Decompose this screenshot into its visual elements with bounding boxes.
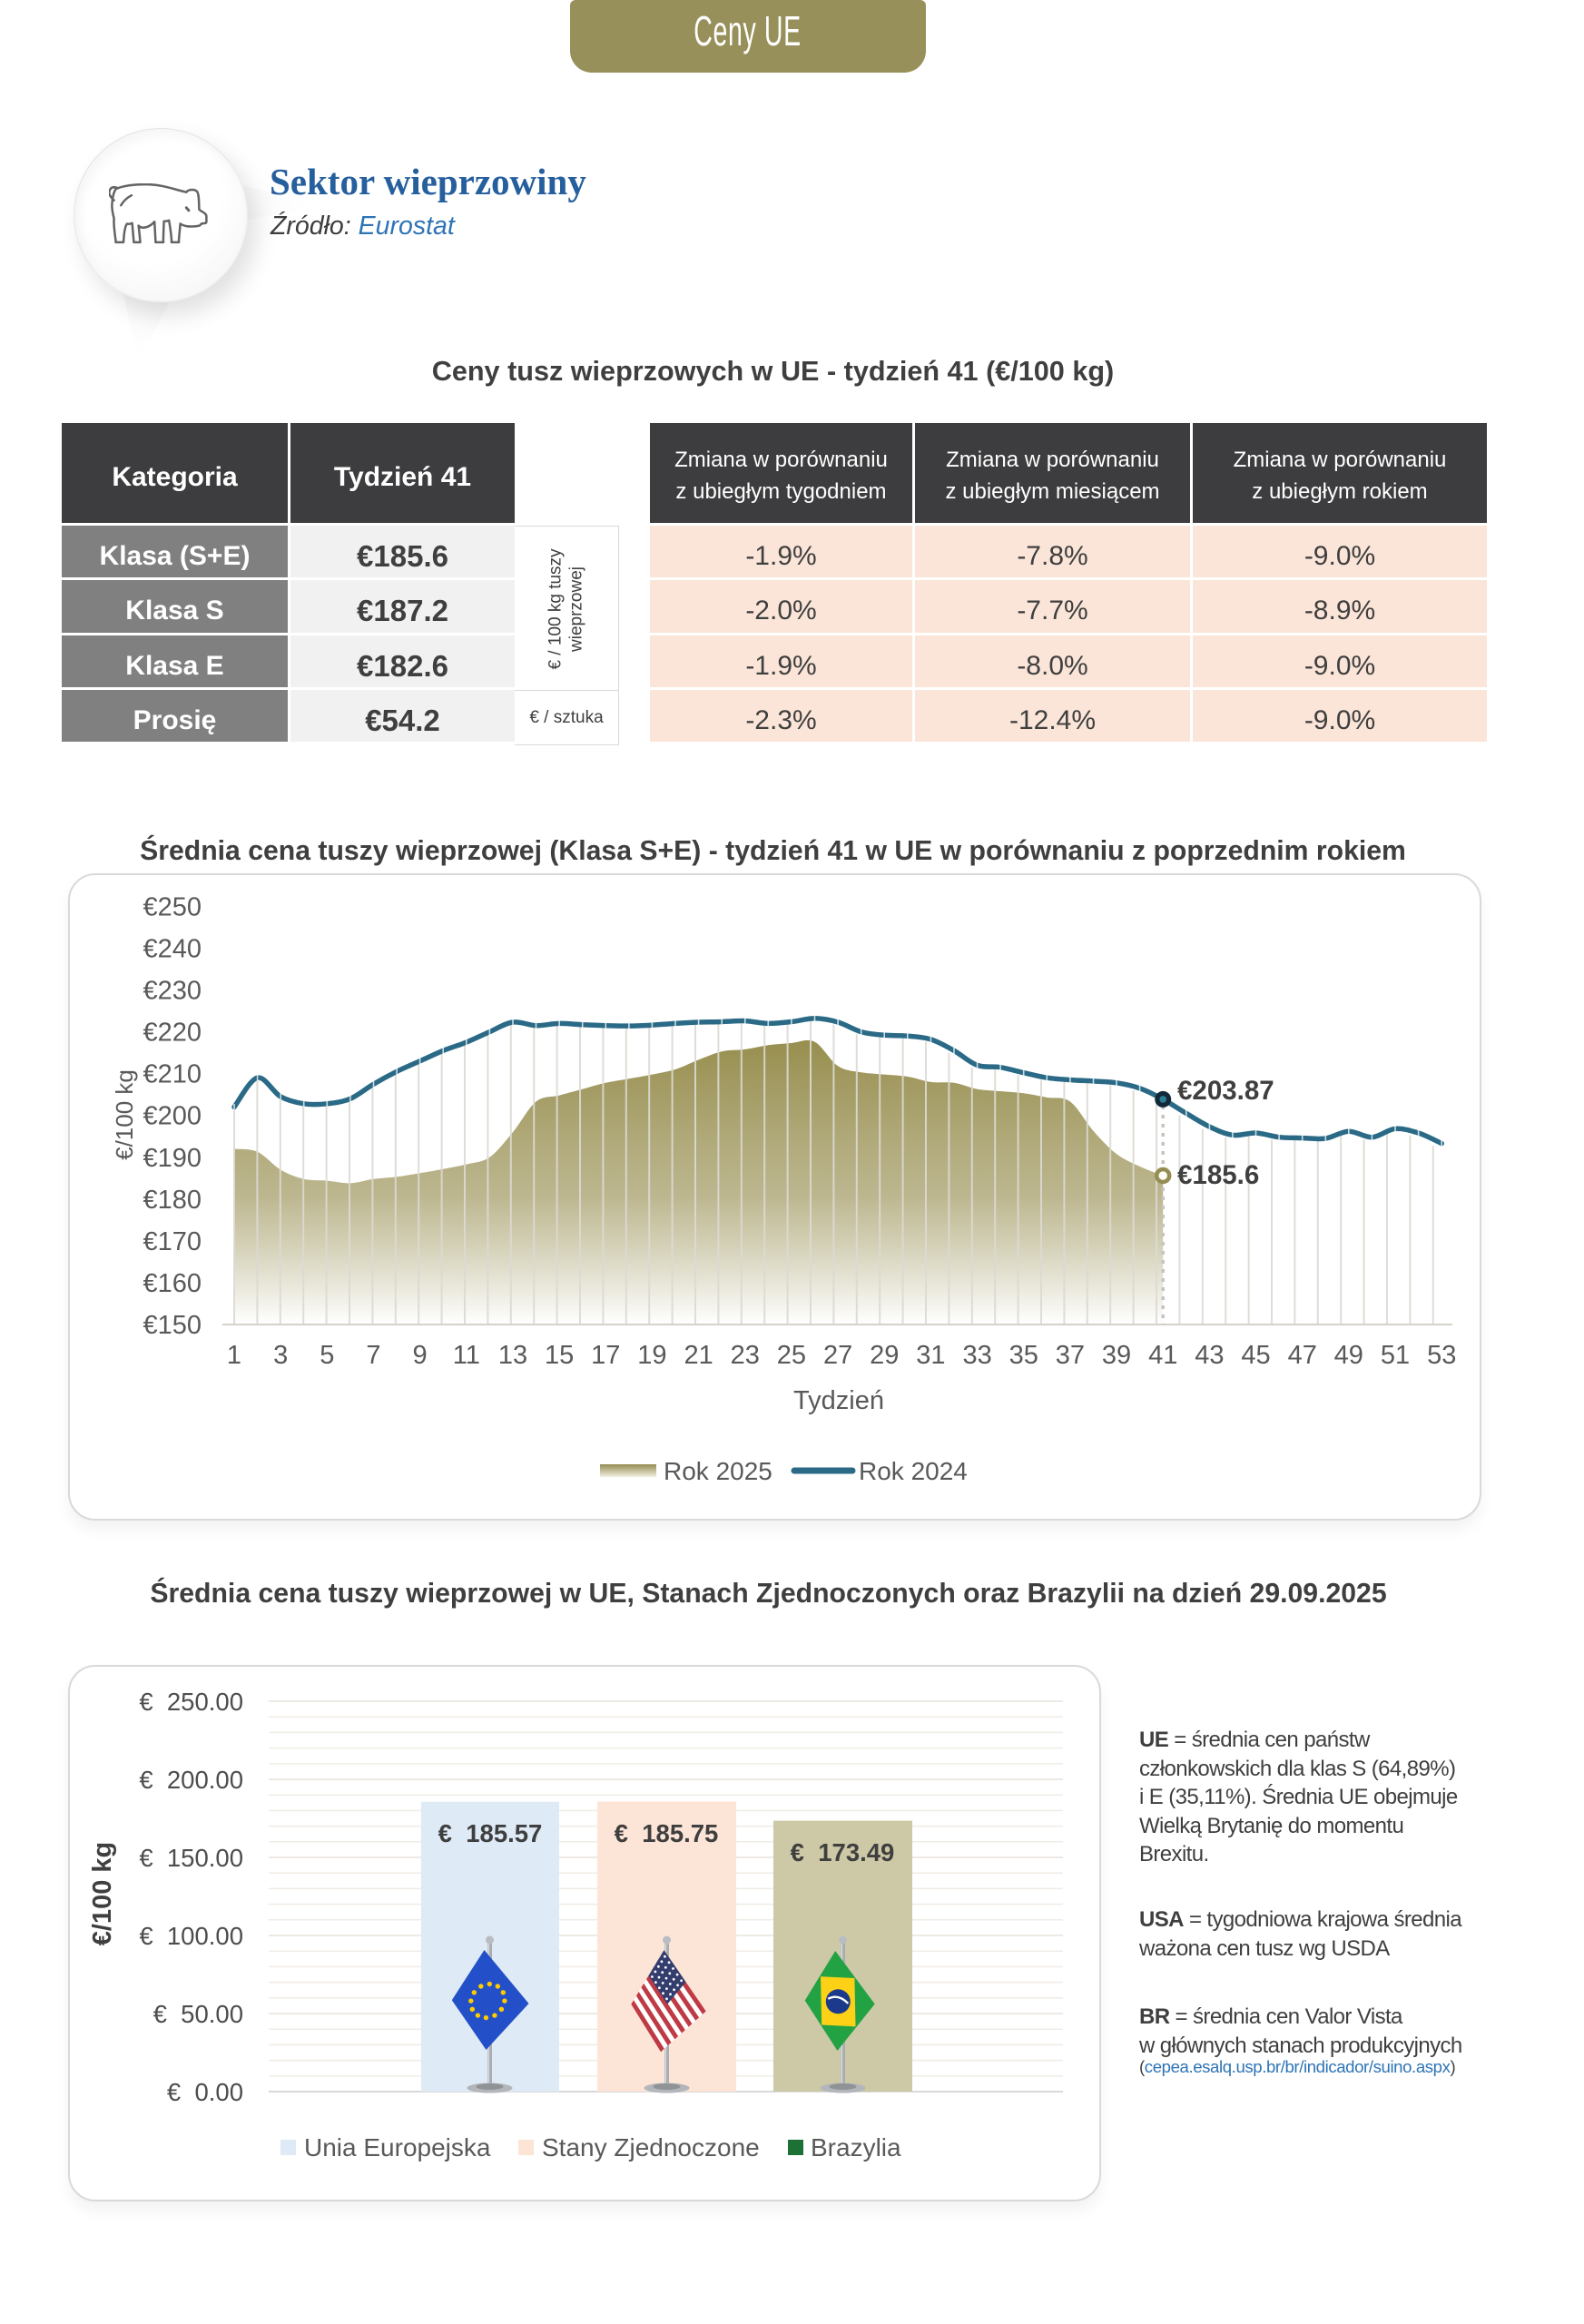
svg-text:29: 29	[870, 1341, 899, 1370]
svg-text:53: 53	[1427, 1341, 1456, 1370]
svg-text:43: 43	[1195, 1341, 1224, 1370]
svg-text:€ 173.49: € 173.49	[791, 1838, 895, 1866]
svg-text:3: 3	[273, 1341, 288, 1370]
svg-text:€185.6: €185.6	[1177, 1160, 1259, 1190]
svg-text:7: 7	[366, 1341, 380, 1370]
svg-text:39: 39	[1102, 1341, 1131, 1370]
svg-text:€ 0.00: € 0.00	[167, 2078, 243, 2106]
svg-text:€170: €170	[143, 1227, 202, 1256]
svg-text:5: 5	[320, 1341, 334, 1370]
svg-text:€ 50.00: € 50.00	[153, 2000, 243, 2028]
svg-text:Rok 2025: Rok 2025	[664, 1457, 772, 1485]
svg-text:Unia Europejska: Unia Europejska	[304, 2133, 491, 2162]
svg-text:€ 250.00: € 250.00	[139, 1688, 243, 1716]
svg-text:17: 17	[591, 1341, 620, 1370]
svg-text:23: 23	[731, 1341, 760, 1370]
svg-text:€230: €230	[143, 977, 202, 1006]
svg-text:€150: €150	[143, 1311, 202, 1340]
svg-text:€/100 kg: €/100 kg	[88, 1842, 117, 1945]
svg-text:49: 49	[1334, 1341, 1363, 1370]
svg-text:€160: €160	[143, 1269, 202, 1298]
svg-text:45: 45	[1241, 1341, 1270, 1370]
svg-text:27: 27	[823, 1341, 852, 1370]
svg-text:11: 11	[453, 1341, 480, 1370]
svg-text:€250: €250	[143, 892, 202, 921]
svg-text:1: 1	[227, 1341, 241, 1370]
svg-text:Brazylia: Brazylia	[811, 2133, 901, 2162]
svg-text:37: 37	[1056, 1341, 1085, 1370]
svg-text:51: 51	[1381, 1341, 1410, 1370]
svg-text:35: 35	[1009, 1341, 1038, 1370]
svg-text:Tydzień: Tydzień	[793, 1386, 884, 1415]
svg-text:15: 15	[545, 1341, 574, 1370]
svg-text:9: 9	[413, 1341, 428, 1370]
svg-text:25: 25	[777, 1341, 806, 1370]
svg-text:€ 150.00: € 150.00	[139, 1844, 243, 1872]
svg-text:13: 13	[498, 1341, 527, 1370]
svg-text:€180: €180	[143, 1186, 202, 1215]
svg-text:31: 31	[916, 1341, 945, 1370]
svg-text:€203.87: €203.87	[1177, 1076, 1274, 1106]
svg-text:€/100 kg: €/100 kg	[111, 1069, 138, 1160]
svg-text:21: 21	[684, 1341, 713, 1370]
svg-text:€ 185.75: € 185.75	[615, 1819, 719, 1847]
svg-text:47: 47	[1288, 1341, 1317, 1370]
svg-text:€200: €200	[143, 1102, 202, 1131]
svg-text:33: 33	[962, 1341, 991, 1370]
svg-text:€240: €240	[143, 935, 202, 964]
svg-text:Rok 2024: Rok 2024	[859, 1457, 968, 1485]
svg-text:19: 19	[637, 1341, 666, 1370]
svg-text:41: 41	[1148, 1341, 1177, 1370]
svg-text:€190: €190	[143, 1144, 202, 1173]
svg-text:€ 200.00: € 200.00	[139, 1766, 243, 1794]
svg-text:€210: €210	[143, 1060, 202, 1089]
svg-text:€ 185.57: € 185.57	[438, 1819, 543, 1847]
svg-text:Stany Zjednoczone: Stany Zjednoczone	[542, 2133, 760, 2162]
svg-text:€220: €220	[143, 1019, 202, 1048]
svg-text:€ 100.00: € 100.00	[139, 1922, 243, 1950]
